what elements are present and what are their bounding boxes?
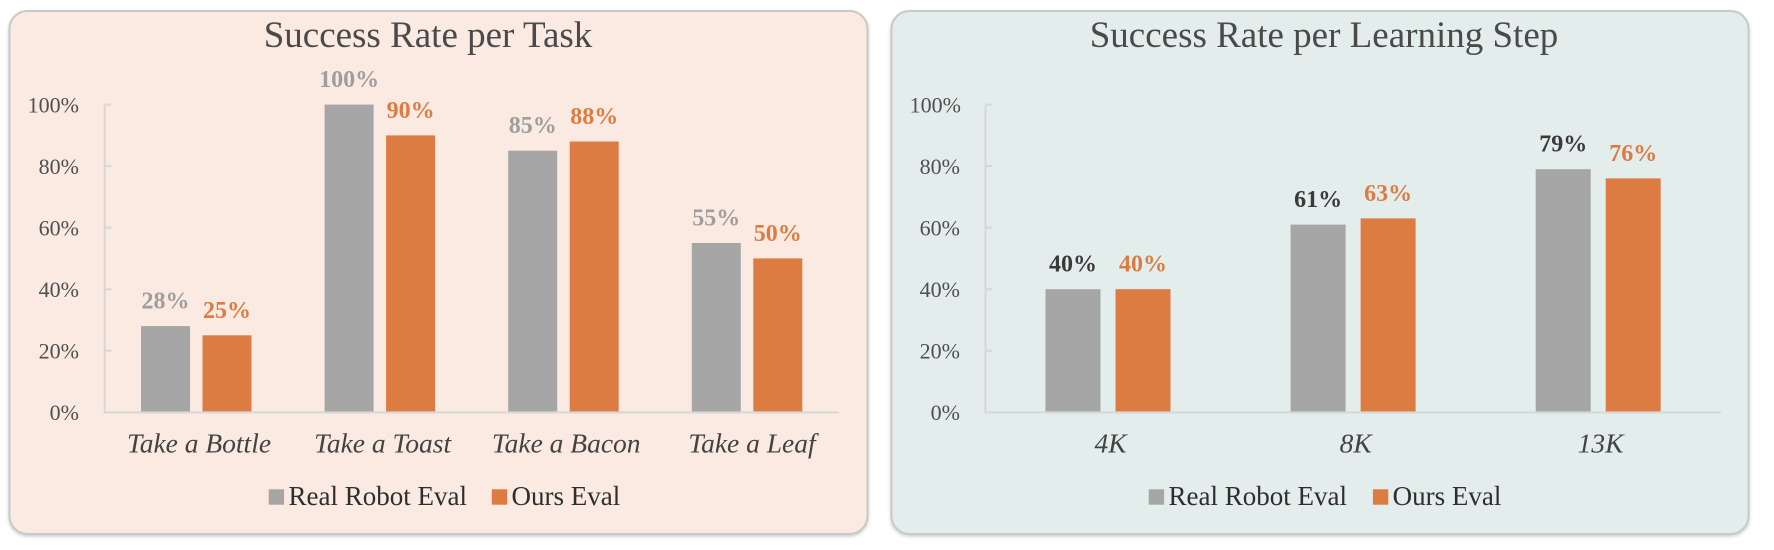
svg-text:Take a Bacon: Take a Bacon [492,428,641,459]
svg-text:20%: 20% [39,338,79,363]
svg-text:90%: 90% [387,98,435,124]
svg-text:Ours Eval: Ours Eval [1393,481,1502,511]
svg-text:13K: 13K [1578,428,1626,459]
svg-text:40%: 40% [1049,252,1097,278]
svg-text:40%: 40% [39,277,79,302]
svg-text:85%: 85% [509,113,557,139]
svg-text:80%: 80% [39,154,79,179]
svg-text:61%: 61% [1294,187,1342,213]
svg-text:63%: 63% [1364,181,1412,207]
svg-text:79%: 79% [1539,132,1587,158]
svg-text:100%: 100% [910,92,961,117]
svg-text:80%: 80% [920,154,960,179]
svg-text:Real Robot Eval: Real Robot Eval [289,481,467,511]
svg-text:25%: 25% [203,298,251,324]
svg-text:0%: 0% [931,400,960,425]
svg-text:28%: 28% [142,289,190,315]
svg-text:40%: 40% [920,277,960,302]
svg-text:100%: 100% [319,67,379,93]
svg-text:Success Rate per Task: Success Rate per Task [264,15,593,56]
svg-text:76%: 76% [1609,141,1657,167]
svg-text:20%: 20% [920,338,960,363]
svg-text:60%: 60% [920,215,960,240]
svg-text:Real Robot Eval: Real Robot Eval [1169,481,1347,511]
svg-text:8K: 8K [1340,428,1374,459]
svg-text:40%: 40% [1119,252,1167,278]
svg-text:Success Rate per Learning Step: Success Rate per Learning Step [1090,15,1559,56]
svg-text:50%: 50% [754,221,802,247]
svg-text:88%: 88% [570,104,618,130]
svg-text:55%: 55% [692,206,740,232]
svg-text:100%: 100% [28,92,79,117]
svg-text:60%: 60% [39,215,79,240]
svg-text:Take a Bottle: Take a Bottle [127,428,271,459]
svg-text:Take a Toast: Take a Toast [314,428,452,459]
svg-text:0%: 0% [50,400,79,425]
svg-text:Ours Eval: Ours Eval [512,481,621,511]
svg-text:Take a Leaf: Take a Leaf [688,428,819,459]
svg-text:4K: 4K [1094,428,1128,459]
